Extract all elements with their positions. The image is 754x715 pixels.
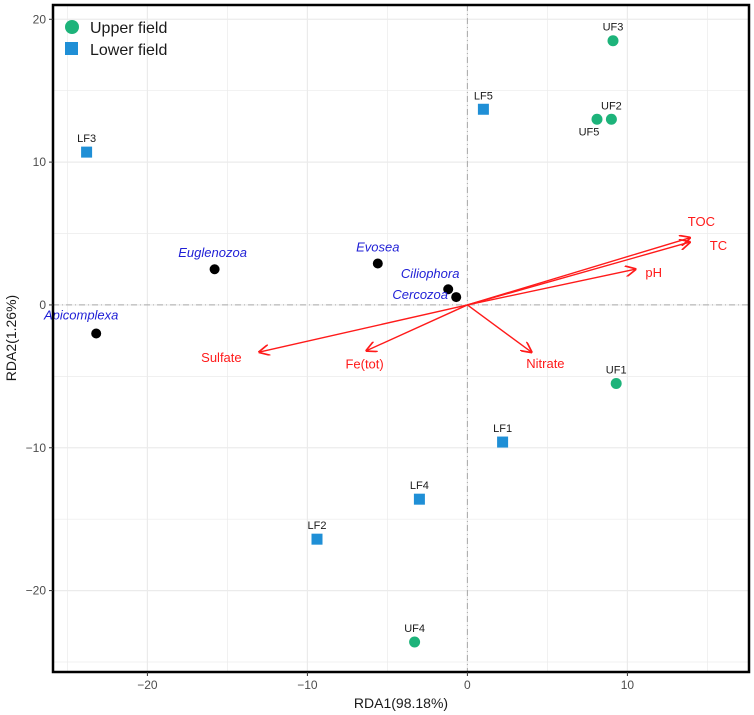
legend-marker-lower-field [65,42,78,55]
arrow-label: pH [645,265,662,280]
sample-point [605,113,617,125]
arrow-label: Fe(tot) [345,357,383,372]
y-tick-label: −10 [26,441,47,455]
sample-label: UF3 [603,22,624,34]
arrow-nitrate [466,304,531,352]
legend-marker-upper-field [65,20,79,34]
arrow-ph [467,269,635,306]
sample-label: UF5 [579,126,600,138]
environment-arrows: TOC TC pH Sulfate Fe(tot) Nitrate [201,214,727,372]
taxon-point [372,258,383,269]
arrow-label: Nitrate [526,356,564,371]
taxon-point [451,292,462,303]
sample-point [591,113,603,125]
x-tick-label: −10 [297,678,318,692]
reference-lines [53,5,749,672]
sample-label: LF3 [77,133,96,145]
y-tick-label: 20 [33,12,47,26]
sample-point [607,35,619,47]
sample-point [610,377,622,389]
taxon-point [209,264,220,275]
arrow-sulfate [259,304,468,352]
arrow-tc [467,242,689,306]
y-axis-label: RDA2(1.26%) [3,295,19,381]
y-tick-label: −20 [26,584,47,598]
arrow-label: Sulfate [201,350,241,365]
sample-label: UF1 [606,364,627,376]
sample-point [477,103,489,115]
sample-point [311,533,323,545]
plot-border [51,3,751,674]
sample-label: UF4 [404,623,425,635]
taxon-label: Apicomplexa [43,308,118,323]
arrow-fe(tot) [367,304,468,351]
x-axis-label: RDA1(98.18%) [354,695,448,711]
legend-label-lower-field: Lower field [90,42,167,59]
taxon-label: Ciliophora [401,266,460,281]
grid [53,5,749,672]
y-tick-label: 10 [33,155,47,169]
legend: Upper field Lower field [65,20,167,59]
arrow-label: TC [710,238,727,253]
x-tick-label: −20 [137,678,158,692]
sample-label: UF2 [601,100,622,112]
sample-point [413,493,425,505]
sample-label: LF2 [308,520,327,532]
y-tick-label: 0 [39,298,46,312]
taxon-label: Evosea [356,240,399,255]
taxon-point [91,328,102,339]
sample-label: LF1 [493,423,512,435]
axis-ticks: −20 −10 0 10 −20 −10 0 10 20 [26,12,635,692]
sample-label: LF4 [410,480,429,492]
x-tick-label: 0 [464,678,471,692]
taxon-label: Euglenozoa [178,245,247,260]
arrow-label: TOC [688,214,715,229]
sample-point [409,636,421,648]
legend-label-upper-field: Upper field [90,20,167,37]
taxon-point [443,284,454,295]
taxon-label: Cercozoa [392,287,448,302]
x-tick-label: 10 [621,678,635,692]
sample-point [81,146,93,158]
sample-label: LF5 [474,90,493,102]
sample-point [497,436,509,448]
